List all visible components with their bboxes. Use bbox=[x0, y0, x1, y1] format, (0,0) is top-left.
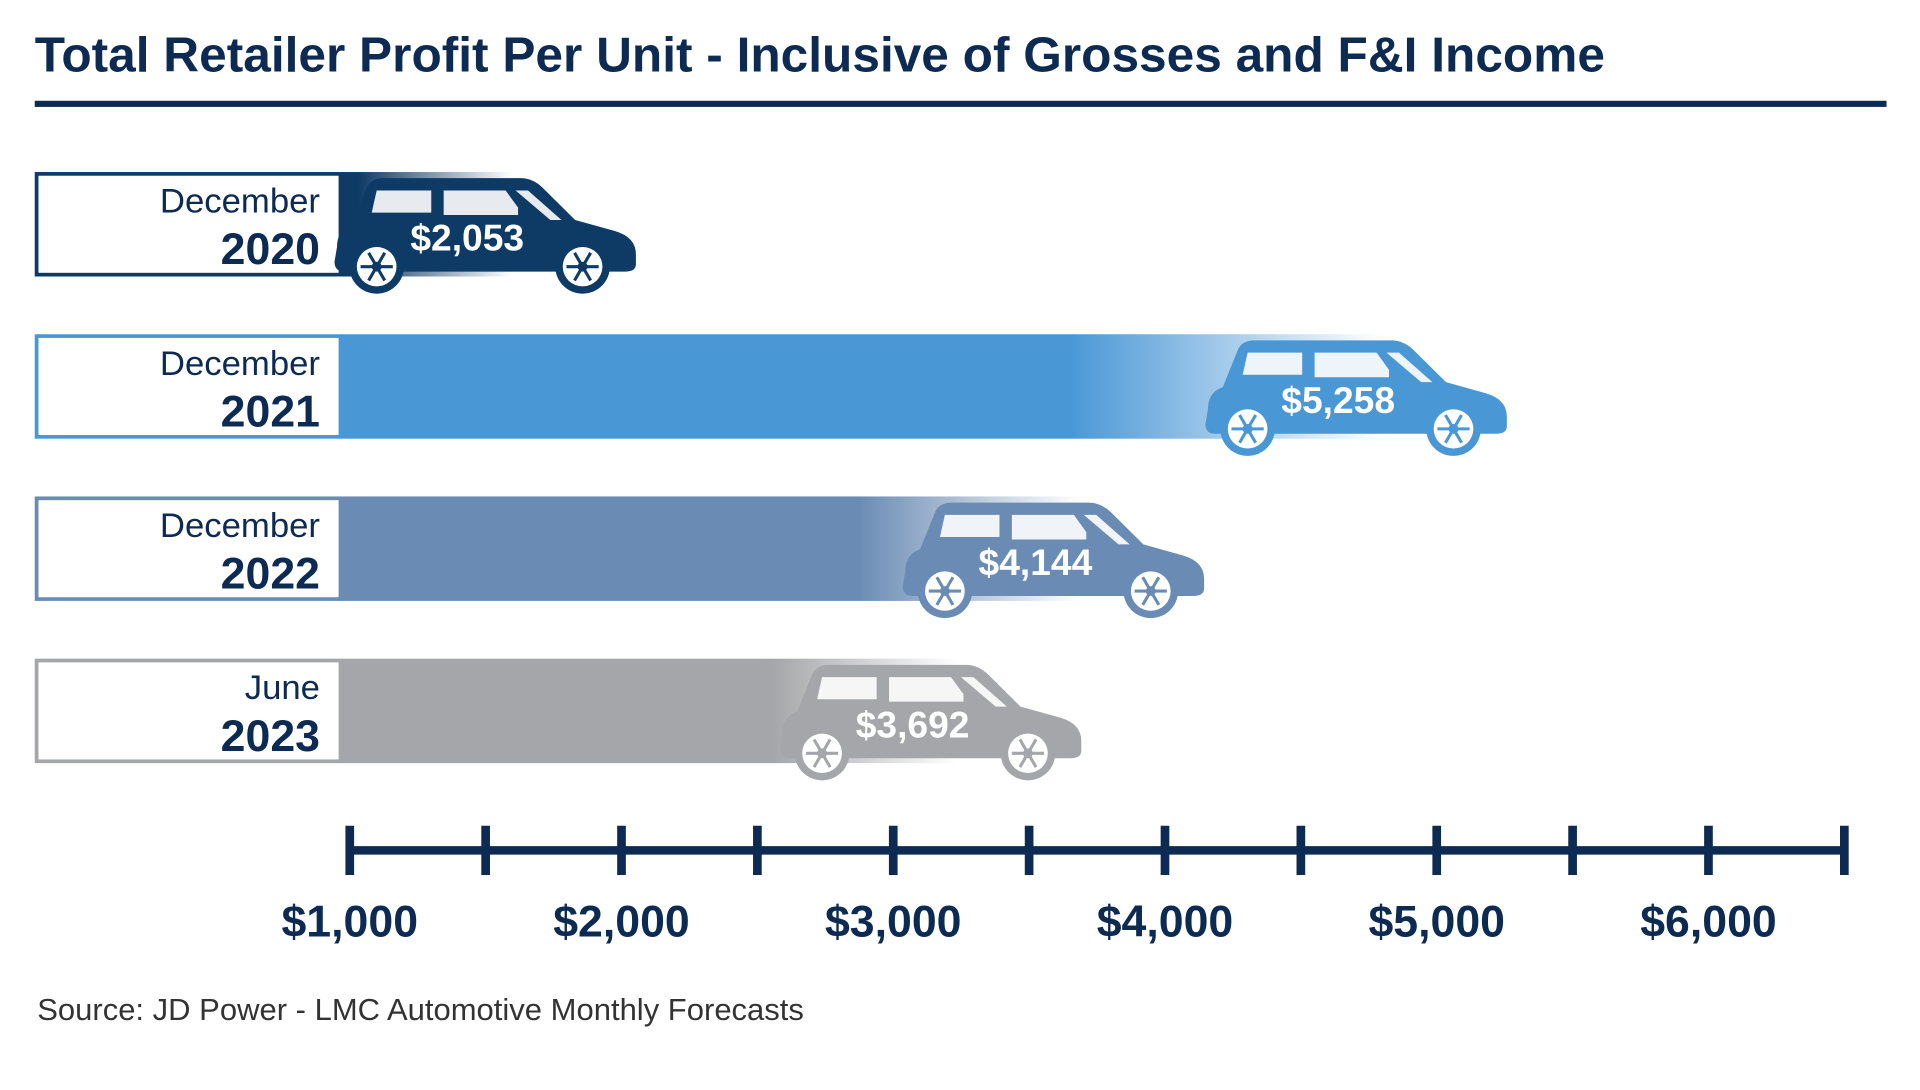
value-label: $4,144 bbox=[979, 541, 1093, 583]
source-note: Source: JD Power - LMC Automotive Monthl… bbox=[37, 992, 804, 1027]
category-box bbox=[34, 496, 343, 601]
x-tick-label: $2,000 bbox=[553, 898, 690, 947]
category-month: December bbox=[160, 507, 320, 545]
x-tick-label: $5,000 bbox=[1368, 898, 1505, 947]
car-mark bbox=[1205, 340, 1507, 456]
category-month: June bbox=[245, 669, 320, 707]
chart-title: Total Retailer Profit Per Unit - Inclusi… bbox=[35, 27, 1605, 82]
x-tick-label: $1,000 bbox=[281, 898, 418, 947]
car-mark bbox=[902, 502, 1205, 619]
category-box bbox=[34, 334, 343, 439]
category-month: December bbox=[160, 183, 320, 221]
x-tick-label: $6,000 bbox=[1640, 898, 1777, 947]
x-tick-label: $3,000 bbox=[825, 898, 962, 947]
value-label: $2,053 bbox=[410, 217, 524, 259]
value-label: $3,692 bbox=[856, 703, 970, 745]
category-month: December bbox=[160, 345, 320, 383]
car-mark bbox=[779, 664, 1082, 781]
category-year: 2020 bbox=[221, 225, 320, 274]
category-box bbox=[34, 658, 343, 764]
x-tick-label: $4,000 bbox=[1097, 898, 1234, 947]
category-year: 2021 bbox=[221, 388, 320, 437]
value-label: $5,258 bbox=[1281, 379, 1395, 421]
title-rule bbox=[34, 100, 1887, 107]
category-box bbox=[34, 172, 343, 277]
category-year: 2023 bbox=[221, 712, 320, 761]
category-year: 2022 bbox=[221, 550, 320, 599]
car-mark bbox=[334, 178, 636, 294]
